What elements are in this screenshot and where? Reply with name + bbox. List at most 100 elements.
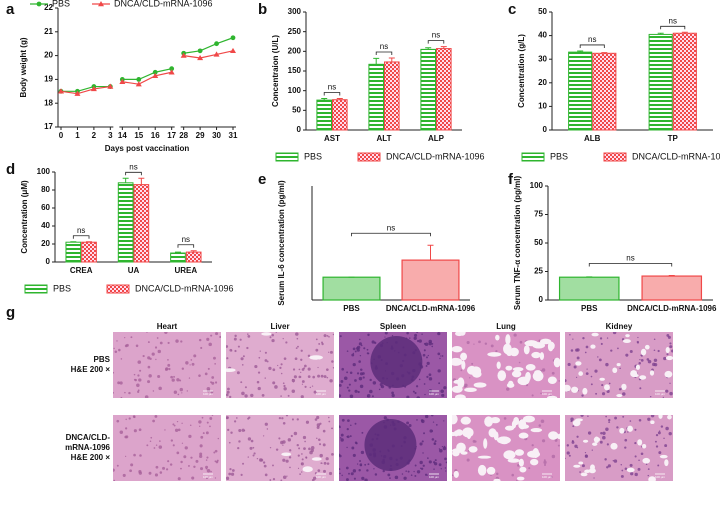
tissue-nucleus (258, 356, 261, 359)
tissue-nucleus (199, 454, 203, 459)
tissue-nucleus (119, 430, 124, 435)
y-tick-label: 50 (538, 7, 547, 16)
tissue-nucleus (252, 446, 255, 449)
tissue-nucleus (176, 451, 180, 455)
tissue-space (518, 432, 529, 439)
tissue-nucleus (272, 368, 276, 372)
y-tick-label: 22 (44, 3, 53, 12)
tissue-nucleus (264, 351, 267, 354)
series-line (60, 50, 234, 95)
micrograph (226, 415, 334, 481)
tissue-nucleus (366, 469, 369, 472)
tissue-nucleus (353, 477, 356, 480)
tissue-nucleus (354, 389, 358, 393)
tissue-nucleus (543, 460, 547, 465)
tissue-nucleus (402, 346, 405, 349)
tissue-space (594, 436, 600, 444)
tissue-space (621, 383, 627, 391)
tissue-nucleus (565, 457, 566, 460)
error-bar (657, 32, 664, 35)
tissue-nucleus (367, 463, 370, 466)
tissue-nucleus (319, 443, 322, 446)
tissue-nucleus (391, 371, 395, 376)
tissue-space (473, 382, 487, 388)
tissue-nucleus (173, 424, 176, 427)
tissue-space (553, 357, 560, 368)
tissue-space (626, 467, 635, 473)
tissue-space (525, 364, 536, 371)
data-point (197, 48, 203, 54)
tissue-space (640, 348, 647, 356)
y-tick-label: 300 (288, 7, 302, 16)
tissue-nucleus (598, 358, 602, 362)
tissue-nucleus (319, 453, 323, 458)
tissue-space (665, 355, 673, 361)
tissue-nucleus (195, 459, 199, 463)
tissue-nucleus (296, 418, 299, 421)
tissue-nucleus (394, 475, 399, 480)
bar (436, 48, 452, 131)
tissue-nucleus (629, 420, 632, 422)
tissue-nucleus (665, 389, 669, 393)
annotation: ns (387, 223, 395, 232)
tissue-nucleus (666, 353, 669, 356)
micrograph (113, 415, 221, 481)
tissue-nucleus (261, 393, 265, 397)
tissue-nucleus (586, 368, 588, 370)
tissue-nucleus (311, 385, 314, 387)
tissue-nucleus (155, 358, 157, 361)
tissue-nucleus (640, 452, 644, 456)
tissue-nucleus (240, 357, 244, 361)
tissue-nucleus (431, 342, 434, 345)
tissue-nucleus (116, 464, 119, 467)
bar (641, 275, 703, 301)
tissue-nucleus (132, 415, 136, 418)
tissue-nucleus (215, 332, 219, 336)
tissue-nucleus (282, 475, 287, 480)
tissue-nucleus (113, 468, 115, 472)
tissue-nucleus (113, 479, 116, 481)
tissue-space (530, 458, 539, 466)
error-bar (138, 177, 145, 185)
tissue-nucleus (572, 425, 575, 428)
tissue-nucleus (247, 437, 252, 441)
legend-marker (98, 1, 104, 7)
y-tick-label: 100 (288, 86, 302, 95)
y-tick-label: 18 (44, 98, 53, 107)
tissue-nucleus (175, 339, 179, 343)
error-bar (336, 98, 343, 100)
tissue-nucleus (434, 440, 437, 443)
tissue-nucleus (386, 341, 388, 344)
tissue-nucleus (318, 438, 321, 441)
x-tick-label: 3 (108, 131, 113, 140)
tissue-space (650, 420, 655, 425)
x-tick-label: CREA (70, 266, 93, 275)
data-point (119, 78, 126, 84)
tissue-nucleus (421, 333, 423, 335)
tissue-nucleus (263, 464, 267, 468)
tissue-nucleus (200, 467, 204, 471)
tissue-nucleus (275, 448, 279, 451)
tissue-nucleus (278, 416, 282, 420)
tissue-nucleus (434, 459, 437, 462)
tissue-nucleus (366, 395, 369, 398)
tissue-space (311, 457, 322, 461)
tissue-nucleus (154, 473, 159, 477)
tissue-nucleus (624, 446, 627, 449)
tissue-nucleus (328, 335, 330, 338)
tissue-nucleus (373, 358, 375, 361)
tissue-nucleus (329, 379, 333, 383)
tissue-nucleus (354, 379, 357, 382)
tissue-nucleus (348, 383, 351, 386)
legend-label: DNCA/CLD-mRNA-1096 (135, 283, 234, 293)
tissue-nucleus (249, 446, 253, 450)
tissue-space (477, 455, 492, 459)
tissue-nucleus (463, 385, 467, 388)
tissue-nucleus (354, 441, 358, 444)
tissue-nucleus (423, 383, 426, 385)
tissue-nucleus (287, 438, 292, 442)
tissue-nucleus (413, 470, 415, 473)
tissue-nucleus (358, 376, 363, 381)
tissue-nucleus (381, 376, 385, 380)
tissue-nucleus (139, 369, 142, 372)
